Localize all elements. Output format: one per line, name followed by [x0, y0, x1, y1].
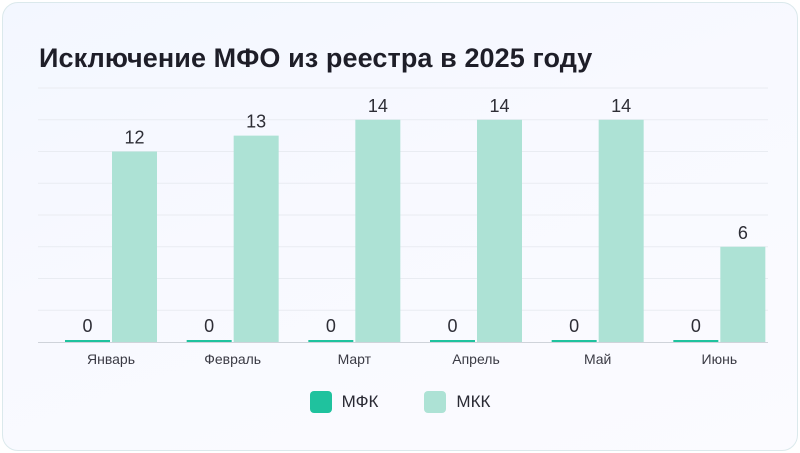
- data-label: 0: [569, 316, 579, 336]
- legend-label-mkk: МКК: [456, 392, 491, 411]
- chart-title: Исключение МФО из реестра в 2025 году: [39, 43, 593, 73]
- legend-swatch-mfk: [309, 391, 332, 413]
- category-label: Февраль: [204, 351, 261, 367]
- bar-mfk: [65, 340, 110, 342]
- legend-item-mkk: МКК: [424, 391, 490, 413]
- bar-mfk: [186, 340, 232, 342]
- bar-mfk: [308, 340, 354, 342]
- category-label: Январь: [87, 351, 135, 367]
- bars: [65, 119, 766, 342]
- bar-mkk: [355, 119, 401, 342]
- data-label: 0: [82, 316, 92, 336]
- legend-label-mfk: МФК: [341, 392, 379, 411]
- bar-mfk: [430, 340, 475, 342]
- data-label: 6: [738, 223, 748, 243]
- data-label: 14: [489, 96, 509, 116]
- bar-mkk: [598, 119, 644, 342]
- bar-mfk: [673, 340, 719, 342]
- bar-mkk: [720, 246, 766, 342]
- category-label: Апрель: [452, 351, 500, 367]
- data-label: 14: [368, 96, 388, 116]
- bar-mkk: [477, 119, 522, 342]
- legend: МФК МКК: [0, 391, 800, 413]
- category-label: Март: [338, 351, 372, 367]
- bar-mkk: [233, 135, 279, 342]
- gridlines: [38, 87, 768, 343]
- data-label: 13: [246, 112, 266, 132]
- data-label: 0: [204, 316, 214, 336]
- value-labels: 0 12 0 13 0 14 0 14 0 14 0 6: [82, 96, 747, 336]
- data-label: 12: [124, 128, 144, 148]
- data-label: 0: [447, 316, 457, 336]
- data-label: 0: [326, 316, 336, 336]
- category-label: Май: [584, 351, 611, 367]
- data-label: 0: [691, 316, 701, 336]
- bar-mfk: [551, 340, 597, 342]
- legend-swatch-mkk: [424, 391, 447, 413]
- bar-mkk: [112, 151, 157, 342]
- legend-item-mfk: МФК: [309, 391, 379, 413]
- data-label: 14: [611, 96, 631, 116]
- category-label: Июнь: [702, 351, 738, 367]
- category-labels: Январь Февраль Март Апрель Май Июнь: [87, 351, 737, 367]
